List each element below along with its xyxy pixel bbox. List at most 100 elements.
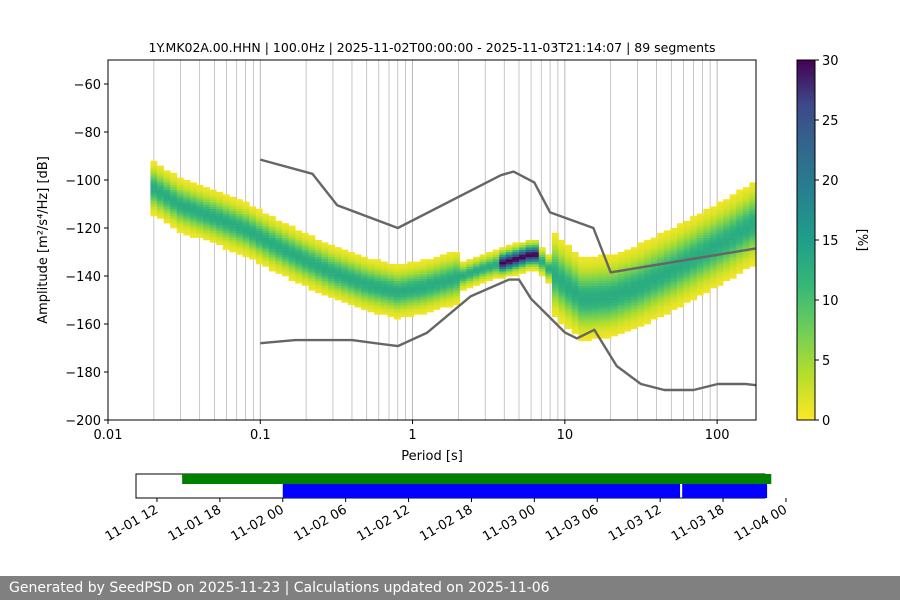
psd-cell — [742, 256, 750, 260]
psd-cell — [729, 213, 737, 217]
psd-cell — [650, 288, 658, 291]
psd-cell — [749, 213, 756, 217]
psd-cell — [703, 223, 711, 226]
psd-cell — [723, 264, 730, 267]
psd-cell — [709, 280, 717, 284]
psd-cell — [696, 292, 704, 296]
psd-cell — [288, 276, 296, 279]
psd-cell — [354, 256, 362, 260]
psd-cell — [696, 273, 704, 277]
psd-cell — [440, 259, 447, 262]
psd-cell — [236, 249, 243, 253]
psd-cell — [565, 314, 573, 318]
psd-cell — [367, 271, 375, 274]
psd-cell — [723, 201, 730, 205]
psd-cell — [677, 232, 684, 236]
psd-cell — [420, 288, 428, 291]
psd-cell — [683, 228, 691, 231]
psd-cell — [650, 307, 658, 310]
psd-cell — [571, 324, 579, 327]
psd-cell — [598, 321, 605, 325]
psd-cell — [374, 261, 382, 265]
psd-cell — [677, 290, 684, 294]
psd-cell — [301, 249, 309, 253]
psd-cell — [426, 259, 434, 262]
psd-cell — [229, 249, 237, 253]
psd-cell — [354, 290, 362, 294]
psd-cell — [551, 268, 559, 272]
psd-cell — [565, 249, 573, 253]
psd-cell — [749, 261, 756, 265]
psd-cell — [532, 252, 540, 255]
psd-cell — [611, 316, 619, 320]
psd-cell — [446, 304, 454, 308]
psd-cell — [723, 244, 730, 248]
psd-cell — [315, 264, 322, 267]
psd-cell — [637, 247, 645, 250]
psd-cell — [696, 220, 704, 224]
psd-cell — [334, 285, 342, 289]
psd-cell — [308, 240, 316, 243]
psd-cell — [696, 268, 704, 272]
psd-cell — [617, 321, 625, 325]
psd-cell — [170, 225, 178, 229]
psd-cell — [690, 220, 698, 224]
psd-cell — [617, 288, 625, 291]
psd-cell — [525, 268, 533, 272]
psd-cell — [637, 319, 645, 322]
psd-cell — [551, 278, 559, 282]
psd-cell — [736, 237, 744, 241]
psd-cell — [446, 273, 454, 277]
psd-cell — [268, 232, 276, 236]
psd-cell — [341, 264, 349, 267]
psd-cell — [459, 280, 467, 284]
psd-cell — [545, 261, 553, 265]
psd-cell — [374, 276, 382, 279]
psd-cell — [229, 208, 237, 212]
psd-cell — [690, 216, 698, 219]
psd-cell — [249, 252, 257, 255]
psd-cell — [315, 247, 322, 250]
psd-cell — [604, 300, 612, 303]
psd-cell — [690, 244, 698, 248]
psd-cell — [183, 196, 191, 200]
psd-cell — [519, 259, 526, 262]
psd-cell — [459, 285, 467, 289]
psd-cell — [295, 266, 303, 270]
psd-cell — [578, 280, 586, 284]
psd-cell — [255, 228, 263, 231]
psd-cell — [229, 204, 237, 207]
psd-cell — [749, 208, 756, 212]
psd-cell — [361, 261, 368, 265]
psd-cell — [236, 199, 243, 202]
psd-cell — [413, 300, 421, 303]
psd-cell — [644, 295, 651, 298]
psd-cell — [512, 261, 520, 265]
psd-cell — [321, 280, 329, 284]
psd-cell — [611, 261, 619, 265]
psd-cell — [709, 220, 717, 224]
psd-cell — [255, 208, 263, 212]
psd-cell — [683, 266, 691, 270]
psd-cell — [703, 228, 711, 231]
psd-cell — [644, 307, 651, 310]
psd-cell — [387, 268, 395, 272]
psd-cell — [479, 264, 487, 267]
psd-cell — [670, 228, 678, 231]
timeline-bar-blue — [282, 484, 681, 498]
psd-cell — [565, 300, 573, 303]
psd-cell — [604, 273, 612, 277]
psd-cell — [446, 300, 454, 303]
psd-cell — [433, 288, 441, 291]
psd-cell — [196, 228, 204, 231]
psd-cell — [157, 175, 164, 178]
psd-cell — [275, 230, 283, 234]
psd-cell — [519, 244, 526, 248]
psd-cell — [275, 220, 283, 224]
psd-cell — [716, 230, 724, 234]
psd-cell — [374, 259, 382, 262]
psd-cell — [308, 254, 316, 258]
psd-cell — [216, 235, 224, 238]
psd-cell — [420, 283, 428, 286]
psd-cell — [268, 266, 276, 270]
